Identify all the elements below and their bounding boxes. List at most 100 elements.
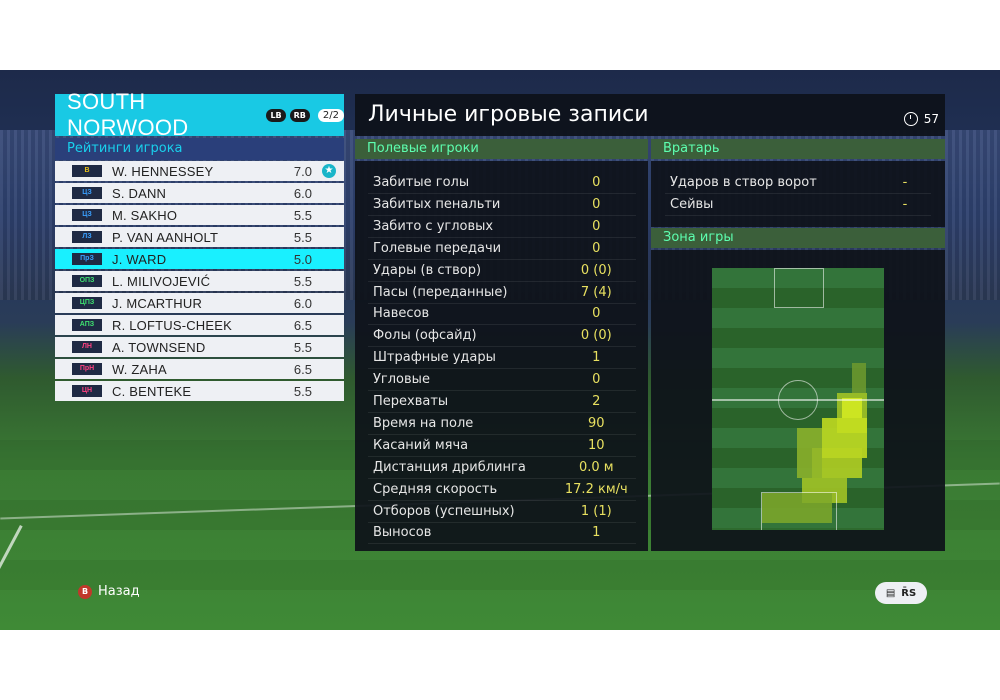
stat-value: 0: [592, 306, 601, 322]
heatmap-cell: [852, 363, 866, 393]
stat-value: 7 (4): [580, 284, 612, 300]
player-list: В W. HENNESSEY 7.0 ★ ЦЗ S. DANN 6.0 ЦЗ M. SAKHO 5…: [55, 161, 344, 403]
player-row[interactable]: В W. HENNESSEY 7.0 ★: [55, 161, 344, 181]
player-row[interactable]: ЦЗ M. SAKHO 5.5: [55, 205, 344, 225]
lb-button-icon[interactable]: LB: [266, 108, 286, 122]
pitch-stripe: [712, 348, 884, 368]
stat-label: Угловые: [373, 372, 430, 388]
player-rating: 6.5: [293, 317, 312, 333]
page-title: Личные игровые записи: [368, 102, 649, 127]
player-name: S. DANN: [112, 185, 167, 201]
pitch-stripe: [712, 268, 884, 288]
clock-icon: [903, 112, 918, 126]
stat-label: Средняя скорость: [373, 481, 498, 497]
pitch-stripe: [712, 308, 884, 328]
gk-stat-row: Ударов в створ ворот -: [665, 172, 931, 194]
stat-row: Забитых пенальти 0: [368, 194, 636, 216]
heatmap-cell: [842, 398, 862, 418]
position-badge: ЦПЗ: [72, 297, 102, 309]
timer-value: 57: [923, 112, 939, 126]
player-row[interactable]: ЛЗ P. VAN AANHOLT 5.5: [55, 227, 344, 247]
goalkeeper-header: Вратарь: [651, 139, 945, 159]
position-badge: ЛЗ: [72, 231, 102, 243]
field-players-header: Полевые игроки: [355, 139, 648, 159]
stat-label: Отборов (успешных): [373, 503, 515, 519]
stat-row: Перехваты 2: [368, 391, 636, 413]
stat-value: 0.0 м: [578, 459, 614, 475]
stat-label: Выносов: [373, 525, 432, 541]
stat-row: Касаний мяча 10: [368, 435, 636, 457]
player-rating: 6.0: [293, 295, 312, 311]
player-row[interactable]: ЦПЗ J. MCARTHUR 6.0: [55, 293, 344, 313]
stat-value: 1 (1): [580, 503, 612, 519]
stat-value: 1: [592, 350, 601, 366]
stat-row: Выносов 1: [368, 522, 636, 545]
page-indicator: 2/2: [317, 108, 344, 122]
rb-button-icon[interactable]: RB: [289, 108, 310, 122]
player-name: J. WARD: [112, 251, 167, 267]
stat-value: 2: [592, 394, 601, 409]
player-name: W. ZAHA: [112, 361, 167, 377]
gk-stat-row: Сейвы -: [665, 194, 931, 216]
stat-value: 0: [592, 240, 601, 256]
stat-value: 90: [588, 415, 605, 431]
position-badge: ПрЗ: [72, 253, 102, 265]
stat-label: Пасы (переданные): [373, 284, 508, 300]
stat-label: Штрафные удары: [373, 350, 496, 366]
position-badge: АПЗ: [72, 319, 102, 331]
stat-row: Навесов 0: [368, 303, 636, 326]
stat-row: Дистанция дриблинга 0.0 м: [368, 457, 636, 479]
position-badge: В: [72, 165, 102, 177]
play-zone-header: Зона игры: [651, 228, 945, 248]
player-row[interactable]: ОПЗ L. MILIVOJEVIĆ 5.5: [55, 271, 344, 291]
b-button-icon: B: [78, 584, 92, 599]
player-row[interactable]: ЦЗ S. DANN 6.0: [55, 183, 344, 203]
stat-row: Пасы (переданные) 7 (4): [368, 282, 636, 304]
gk-stat-value: -: [902, 175, 908, 190]
field-stats-panel: [355, 161, 648, 551]
pitch-line: [774, 268, 824, 308]
player-row[interactable]: ПрЗ J. WARD 5.0: [55, 249, 344, 269]
player-row[interactable]: ЦН C. BENTEKE 5.5: [55, 381, 344, 401]
stat-row: Отборов (успешных) 1 (1): [368, 501, 636, 523]
gk-stat-label: Сейвы: [670, 197, 714, 212]
player-row[interactable]: АПЗ R. LOFTUS-CHEEK 6.5: [55, 315, 344, 335]
stat-value: 1: [592, 525, 601, 541]
player-rating: 6.5: [293, 361, 312, 377]
stat-label: Касаний мяча: [373, 437, 469, 453]
player-name: M. SAKHO: [112, 207, 178, 223]
position-badge: ЛН: [72, 341, 102, 353]
stat-row: Забитые голы 0: [368, 172, 636, 194]
stat-label: Забитых пенальти: [373, 196, 501, 212]
player-name: A. TOWNSEND: [112, 339, 206, 355]
stat-label: Фолы (офсайд): [373, 328, 477, 344]
back-button[interactable]: B Назад: [78, 584, 140, 599]
player-rating: 5.5: [293, 383, 312, 399]
player-name: J. MCARTHUR: [112, 295, 203, 311]
rs-button-icon: R̄S: [901, 587, 917, 599]
stat-value: 0 (0): [580, 262, 612, 278]
player-ratings-header: Рейтинги игрока: [55, 138, 344, 160]
stat-row: Штрафные удары 1: [368, 347, 636, 370]
player-row[interactable]: ПрН W. ZAHA 6.5: [55, 359, 344, 379]
pitch-stripe: [712, 288, 884, 308]
pitch-line: [761, 492, 837, 530]
chat-rs-buttons[interactable]: ▤ R̄S: [875, 582, 927, 604]
stat-label: Забитые голы: [373, 175, 470, 190]
team-header: SOUTH NORWOOD LB RB 2/2: [55, 89, 344, 140]
player-row[interactable]: ЛН A. TOWNSEND 5.5: [55, 337, 344, 357]
heatmap-cell: [762, 493, 832, 523]
player-rating: 5.5: [293, 273, 312, 289]
stat-label: Удары (в створ): [373, 262, 482, 278]
stat-row: Голевые передачи 0: [368, 238, 636, 260]
pitch-stripe: [712, 328, 884, 348]
player-rating: 5.5: [293, 207, 312, 223]
stat-value: 0: [592, 218, 601, 234]
player-name: L. MILIVOJEVIĆ: [112, 273, 211, 289]
player-rating: 6.0: [293, 185, 312, 201]
stat-value: 0 (0): [580, 328, 612, 344]
goalkeeper-stats-panel: [651, 161, 945, 227]
gk-stat-label: Ударов в створ ворот: [670, 175, 817, 190]
page-title-bar: Личные игровые записи 57: [355, 94, 945, 136]
gk-stat-value: -: [902, 197, 908, 212]
